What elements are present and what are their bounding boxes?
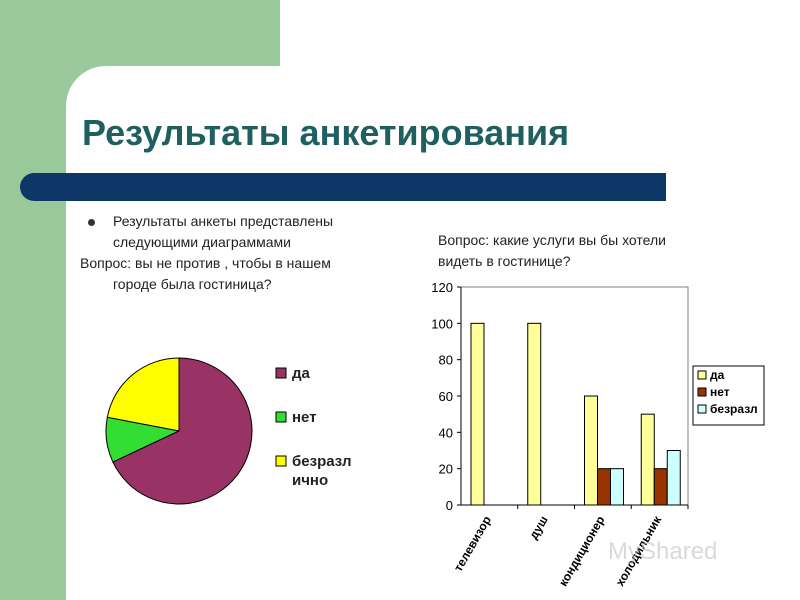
bar-2-1 <box>597 468 611 506</box>
bar-1-0 <box>527 322 542 506</box>
bar-3-1 <box>653 468 668 506</box>
slide-title: Результаты анкетирования <box>82 112 570 153</box>
x-tick-label-0: телевизор <box>451 514 494 575</box>
bullet-text: Результаты анкеты представлены следующим… <box>113 213 334 250</box>
pie-legend-swatch-0 <box>275 367 287 379</box>
watermark-text: MyShared <box>608 538 718 565</box>
y-tick-label-1: 20 <box>439 462 453 477</box>
bar-3-2 <box>666 450 681 506</box>
bar-2-0 <box>584 395 598 506</box>
title-divider-bar <box>20 173 666 201</box>
bar-0-0 <box>470 322 485 506</box>
bullet-icon <box>88 219 95 226</box>
bar-legend-label-1: нет <box>710 385 730 399</box>
y-tick-label-2: 40 <box>439 425 453 440</box>
pie-legend-swatch-1 <box>275 411 287 423</box>
bar-legend-swatch-0 <box>697 370 707 380</box>
y-tick-label-6: 120 <box>431 280 453 295</box>
bar-2-2 <box>610 468 624 506</box>
pie-slice-0 <box>106 357 180 432</box>
bar-legend-label-0: да <box>710 368 725 382</box>
question-1-line-2: городе была гостиница? <box>113 276 272 292</box>
question-1: Вопрос: вы не против , чтобы в нашем гор… <box>80 253 380 295</box>
pie-legend-swatch-2 <box>275 455 287 467</box>
question-2: Вопрос: какие услуги вы бы хотели видеть… <box>438 232 666 269</box>
pie-slice-2 <box>112 357 253 505</box>
bar-legend-swatch-2 <box>697 404 707 414</box>
bar-legend-label-2: безразл <box>710 402 758 416</box>
bar-3-0 <box>640 413 655 506</box>
y-tick-label-3: 60 <box>439 389 453 404</box>
question-1-line-1: Вопрос: вы не против , чтобы в нашем <box>80 255 331 271</box>
pie-legend-label-2: безразл ично <box>292 453 352 489</box>
y-tick-label-0: 0 <box>446 498 453 513</box>
pie-legend-label-1: нет <box>292 409 317 426</box>
y-tick-label-5: 100 <box>431 316 453 331</box>
bar-legend-swatch-1 <box>697 387 707 397</box>
y-tick-label-4: 80 <box>439 353 453 368</box>
pie-legend-label-0: да <box>292 365 311 382</box>
x-tick-label-2: кондиционер <box>556 514 608 589</box>
x-tick-label-1: душ <box>526 514 550 542</box>
